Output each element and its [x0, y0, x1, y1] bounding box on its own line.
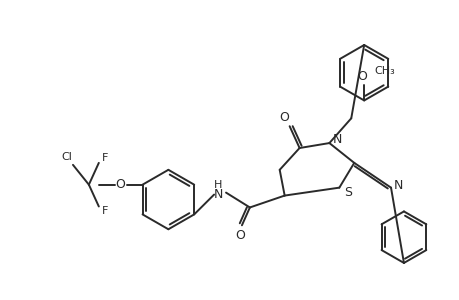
- Text: F: F: [101, 206, 108, 216]
- Text: N: N: [213, 188, 222, 201]
- Text: CH₃: CH₃: [373, 66, 394, 76]
- Text: S: S: [343, 186, 352, 199]
- Text: Cl: Cl: [62, 152, 72, 162]
- Text: O: O: [114, 178, 124, 191]
- Text: N: N: [332, 133, 341, 146]
- Text: O: O: [279, 111, 289, 124]
- Text: N: N: [392, 179, 402, 192]
- Text: H: H: [213, 180, 222, 190]
- Text: O: O: [235, 229, 244, 242]
- Text: F: F: [101, 153, 108, 163]
- Text: O: O: [357, 70, 366, 83]
